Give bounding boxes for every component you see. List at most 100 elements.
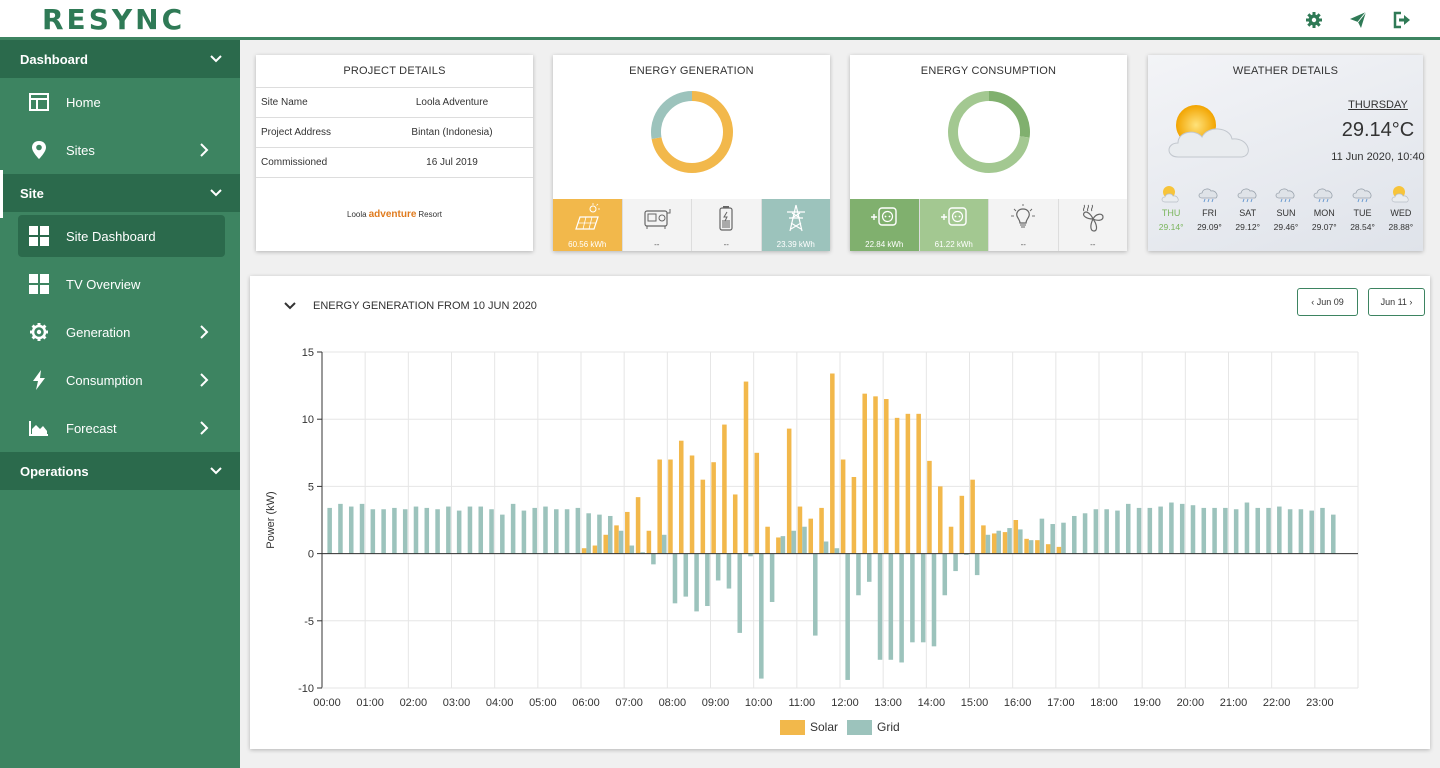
bar-grid[interactable] [1125, 503, 1131, 554]
bar-grid[interactable] [1061, 522, 1066, 554]
bar-grid[interactable] [877, 553, 883, 660]
bar-grid[interactable] [964, 553, 969, 555]
bar-solar[interactable] [970, 479, 975, 554]
bar-grid[interactable] [1039, 518, 1045, 554]
bar-grid[interactable] [802, 526, 807, 554]
bar-grid[interactable] [769, 553, 775, 602]
bar-solar[interactable] [830, 373, 835, 554]
bar-solar[interactable] [668, 459, 673, 554]
bar-grid[interactable] [1072, 515, 1077, 554]
bar-grid[interactable] [1158, 506, 1163, 554]
bar-solar[interactable] [894, 417, 900, 554]
bar-grid[interactable] [586, 513, 591, 554]
bar-grid[interactable] [985, 534, 991, 554]
bar-grid[interactable] [715, 553, 721, 581]
sidebar-section-dashboard[interactable]: Dashboard [0, 40, 240, 78]
bar-grid[interactable] [1179, 503, 1185, 554]
bar-grid[interactable] [845, 553, 850, 680]
bar-grid[interactable] [1298, 509, 1304, 554]
bar-grid[interactable] [683, 553, 689, 597]
bar-grid[interactable] [661, 534, 667, 554]
bar-solar[interactable] [732, 494, 738, 554]
tile-battery[interactable]: -- [691, 199, 761, 251]
tile-generator[interactable]: -- [621, 199, 691, 251]
bar-grid[interactable] [370, 509, 376, 554]
bar-grid[interactable] [791, 530, 796, 554]
sidebar-item-sites[interactable]: Sites [0, 126, 240, 174]
bar-grid[interactable] [327, 507, 332, 554]
bar-solar[interactable] [927, 460, 932, 554]
bar-solar[interactable] [754, 452, 760, 554]
sidebar-item-home[interactable]: Home [0, 78, 240, 126]
bar-grid[interactable] [597, 514, 602, 554]
bar-grid[interactable] [402, 509, 408, 554]
bar-grid[interactable] [1309, 510, 1314, 554]
bar-solar[interactable] [786, 428, 792, 554]
bar-grid[interactable] [435, 509, 440, 554]
tile-load-1[interactable]: 22.84 kWh [850, 199, 919, 251]
bar-grid[interactable] [651, 553, 656, 565]
bar-grid[interactable] [1277, 506, 1282, 554]
bar-solar[interactable] [1013, 520, 1019, 554]
bar-grid[interactable] [1212, 507, 1217, 554]
sidebar-item-forecast[interactable]: Forecast [0, 404, 240, 452]
sidebar-section-site[interactable]: Site [0, 174, 240, 212]
bar-grid[interactable] [456, 510, 462, 554]
bar-solar[interactable] [581, 548, 587, 554]
bar-grid[interactable] [446, 506, 451, 554]
bar-solar[interactable] [711, 462, 716, 554]
bar-grid[interactable] [607, 515, 613, 554]
bar-grid[interactable] [1093, 509, 1099, 554]
bar-grid[interactable] [575, 507, 581, 554]
bar-grid[interactable] [478, 506, 484, 554]
bar-grid[interactable] [1201, 507, 1207, 554]
bar-grid[interactable] [543, 506, 548, 554]
gear-icon[interactable] [1304, 10, 1324, 30]
bar-solar[interactable] [1045, 544, 1051, 554]
bar-grid[interactable] [1115, 510, 1120, 554]
bar-grid[interactable] [554, 509, 559, 554]
bar-grid[interactable] [521, 510, 527, 554]
bar-grid[interactable] [413, 506, 419, 554]
bar-solar[interactable] [689, 455, 695, 554]
bar-grid[interactable] [942, 553, 948, 596]
legend-label[interactable]: Grid [877, 720, 900, 734]
bar-grid[interactable] [1266, 507, 1271, 554]
bar-grid[interactable] [640, 552, 645, 554]
bar-solar[interactable] [840, 459, 846, 554]
bar-grid[interactable] [834, 548, 840, 554]
bar-grid[interactable] [705, 553, 710, 607]
bar-grid[interactable] [500, 514, 505, 554]
bar-grid[interactable] [510, 503, 516, 554]
bar-grid[interactable] [780, 536, 786, 554]
bar-solar[interactable] [657, 459, 662, 554]
bar-solar[interactable] [646, 530, 652, 554]
bar-grid[interactable] [737, 553, 743, 633]
tile-cooling[interactable]: -- [1057, 199, 1127, 251]
legend-swatch[interactable] [780, 720, 805, 735]
bar-solar[interactable] [743, 381, 749, 554]
bar-grid[interactable] [1287, 509, 1293, 554]
tile-grid[interactable]: 23.39 kWh [760, 199, 830, 251]
bar-grid[interactable] [953, 553, 958, 572]
bar-solar[interactable] [873, 396, 878, 554]
bar-grid[interactable] [1050, 524, 1055, 554]
bar-grid[interactable] [1169, 502, 1174, 554]
app-logo[interactable]: RESYNC [42, 3, 186, 36]
bar-grid[interactable] [1136, 507, 1142, 554]
bar-solar[interactable] [819, 507, 824, 554]
bar-solar[interactable] [884, 399, 889, 554]
bar-grid[interactable] [1244, 502, 1250, 554]
bar-grid[interactable] [866, 553, 872, 582]
logout-icon[interactable] [1392, 10, 1412, 30]
bar-grid[interactable] [1007, 528, 1012, 554]
sidebar-item-tv-overview[interactable]: TV Overview [0, 260, 240, 308]
bar-grid[interactable] [856, 553, 861, 596]
legend-swatch[interactable] [847, 720, 872, 735]
bar-solar[interactable] [991, 533, 997, 554]
bar-grid[interactable] [672, 553, 678, 604]
tile-lighting[interactable]: -- [988, 199, 1058, 251]
bar-solar[interactable] [948, 526, 954, 554]
bar-solar[interactable] [808, 518, 814, 554]
bar-solar[interactable] [1035, 540, 1040, 554]
